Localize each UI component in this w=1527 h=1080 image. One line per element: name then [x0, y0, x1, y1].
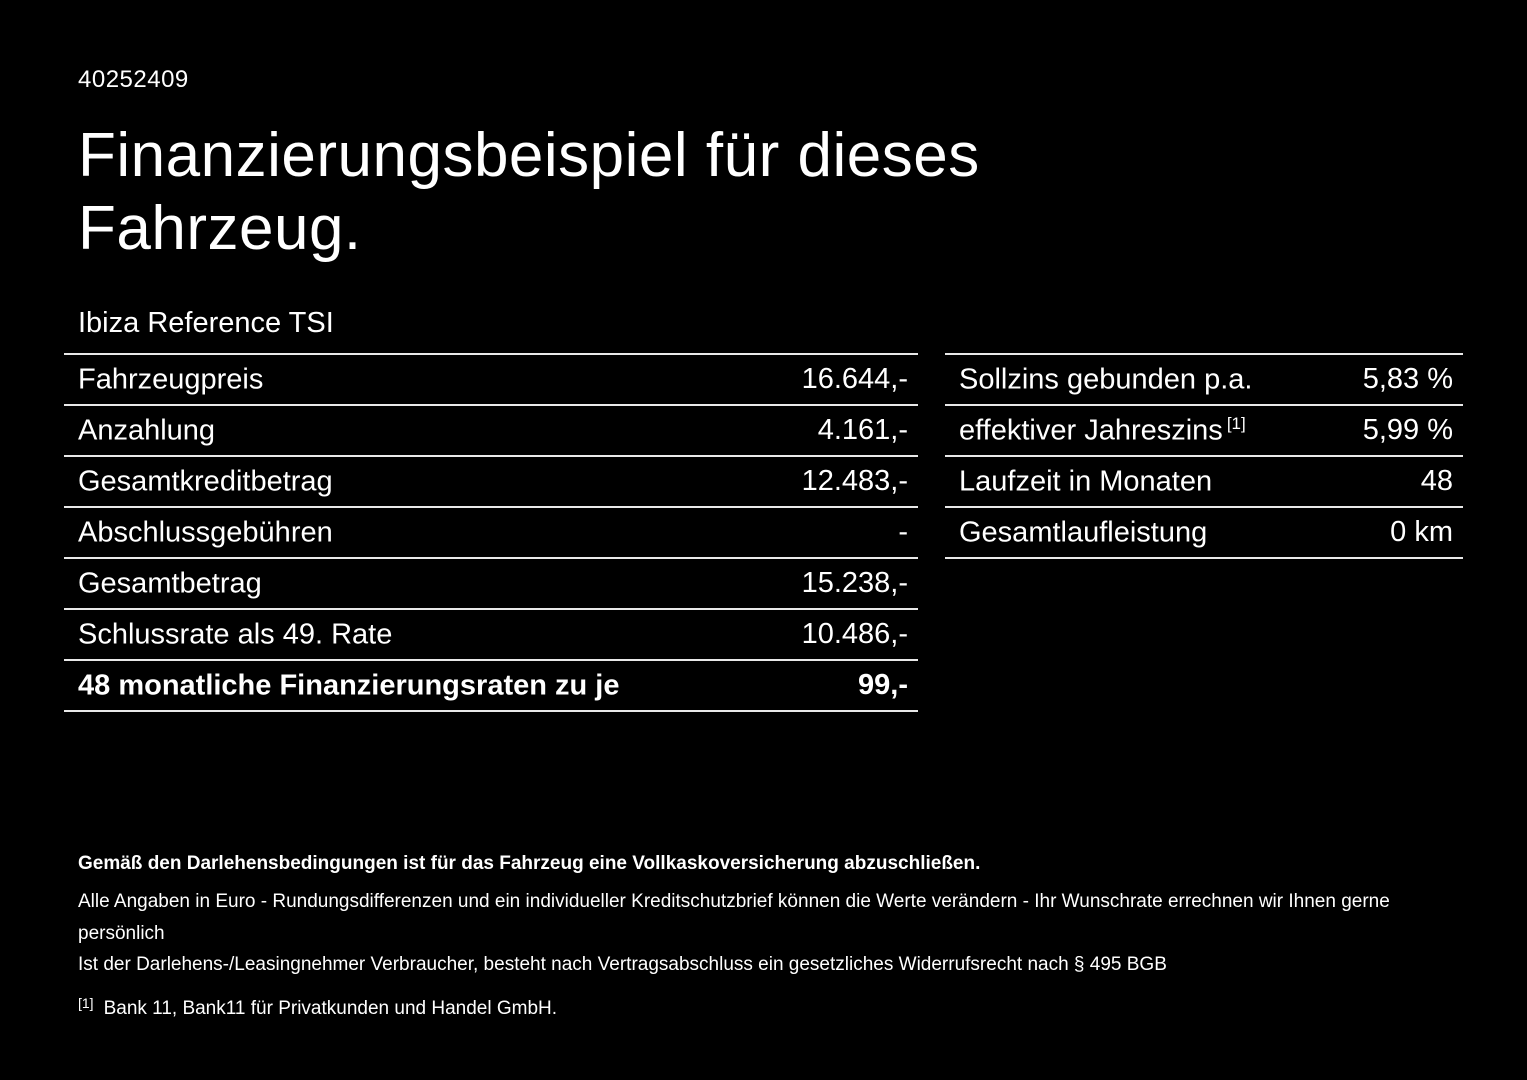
- disclaimer-line-2: Ist der Darlehens-/Leasingnehmer Verbrau…: [78, 954, 1167, 976]
- row-value: -: [898, 516, 908, 549]
- insurance-note: Gemäß den Darlehensbedingungen ist für d…: [78, 853, 981, 874]
- disclaimer-line-1: Alle Angaben in Euro - Rundungsdifferenz…: [78, 891, 1390, 944]
- footer-disclaimers: Gemäß den Darlehensbedingungen ist für d…: [78, 848, 1458, 1025]
- table-row: Gesamtbetrag 15.238,-: [64, 557, 918, 608]
- table-row: Gesamtlaufleistung 0 km: [945, 506, 1463, 557]
- row-label: Sollzins gebunden p.a.: [959, 363, 1253, 396]
- row-value: 15.238,-: [801, 567, 908, 600]
- table-row: Anzahlung 4.161,-: [64, 404, 918, 455]
- table-row: Sollzins gebunden p.a. 5,83 %: [945, 353, 1463, 404]
- row-label: 48 monatliche Finanzierungsraten zu je: [78, 669, 620, 702]
- page-title: Finanzierungsbeispiel für dieses Fahrzeu…: [78, 121, 980, 263]
- table-row: Laufzeit in Monaten 48: [945, 455, 1463, 506]
- footnote-marker: [1]: [1226, 413, 1246, 433]
- row-label: Schlussrate als 49. Rate: [78, 618, 393, 651]
- row-value: 10.486,-: [801, 618, 908, 651]
- row-label: Abschlussgebühren: [78, 516, 333, 549]
- table-row: Fahrzeugpreis 16.644,-: [64, 353, 918, 404]
- row-value: 5,83 %: [1362, 363, 1453, 396]
- table-row: Abschlussgebühren -: [64, 506, 918, 557]
- footnote: [1] Bank 11, Bank11 für Privatkunden und…: [78, 993, 1458, 1024]
- row-label: Gesamtlaufleistung: [959, 516, 1208, 549]
- table-row: effektiver Jahreszins [1] 5,99 %: [945, 404, 1463, 455]
- row-value: 99,-: [858, 669, 908, 702]
- row-value: 48: [1420, 465, 1453, 498]
- row-value: 0 km: [1390, 516, 1453, 549]
- row-value: 4.161,-: [817, 414, 908, 447]
- row-label: Gesamtkreditbetrag: [78, 465, 333, 498]
- table-row: Schlussrate als 49. Rate 10.486,-: [64, 608, 918, 659]
- row-label: Fahrzeugpreis: [78, 363, 264, 396]
- row-label: Laufzeit in Monaten: [959, 465, 1213, 498]
- vehicle-name: Ibiza Reference TSI: [78, 307, 334, 340]
- row-value: 5,99 %: [1362, 414, 1453, 447]
- tables-container: Fahrzeugpreis 16.644,- Anzahlung 4.161,-…: [64, 353, 1463, 713]
- row-label: Anzahlung: [78, 414, 216, 447]
- footnote-marker: [1]: [78, 995, 94, 1012]
- row-value: 16.644,-: [801, 363, 908, 396]
- conditions-table: Sollzins gebunden p.a. 5,83 % effektiver…: [945, 353, 1463, 560]
- financing-table: Fahrzeugpreis 16.644,- Anzahlung 4.161,-…: [64, 353, 918, 713]
- footnote-text: Bank 11, Bank11 für Privatkunden und Han…: [103, 998, 558, 1020]
- row-value: 12.483,-: [801, 465, 908, 498]
- table-row: Gesamtkreditbetrag 12.483,-: [64, 455, 918, 506]
- table-row: 48 monatliche Finanzierungsraten zu je 9…: [64, 659, 918, 710]
- row-label: Gesamtbetrag: [78, 567, 262, 600]
- row-label: effektiver Jahreszins [1]: [959, 413, 1246, 447]
- reference-id: 40252409: [78, 66, 189, 93]
